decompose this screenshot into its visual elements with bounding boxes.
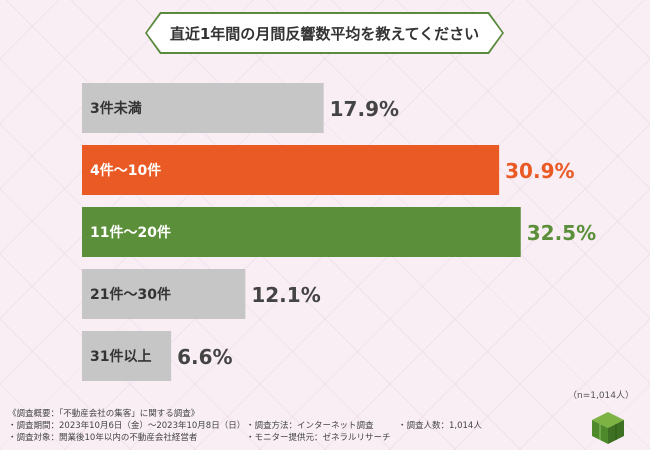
- value-label: 6.6%: [177, 345, 232, 369]
- notes-header: 《調査概要：「不動産会社の集客」に関する調査》: [8, 409, 200, 419]
- bar: [82, 269, 246, 319]
- notes-target: ・調査対象：開業後10年以内の不動産会社経営者: [8, 433, 198, 443]
- sample-size-label: （n=1,014人）: [567, 391, 634, 401]
- category-label: 21件～30件: [90, 286, 171, 303]
- category-label: 3件未満: [90, 100, 142, 117]
- bar-group: 31件以上 6.6%: [82, 331, 233, 381]
- bar-chart: 3件未満 17.9% 4件～10件 30.9% 11件～20件 32.5% 21件～30件 1…: [82, 83, 596, 381]
- notes-monitor: ・モニター提供元：ゼネラルリサーチ: [246, 433, 391, 443]
- notes-method: ・調査方法：インターネット調査: [246, 421, 374, 431]
- bar: [82, 145, 500, 195]
- bar-group: 11件～20件 32.5%: [82, 207, 596, 257]
- category-label: 31件以上: [90, 348, 151, 365]
- value-label: 32.5%: [527, 221, 596, 245]
- bar: [82, 331, 172, 381]
- category-label: 11件～20件: [90, 224, 171, 241]
- bar: [82, 207, 521, 257]
- bar-group: 4件～10件 30.9%: [82, 145, 575, 195]
- value-label: 17.9%: [330, 97, 399, 121]
- bar: [82, 83, 324, 133]
- notes-period: ・調査期間：2023年10月6日（金）～2023年10月8日（日）: [8, 421, 246, 431]
- chart-title: 直近1年間の月間反響数平均を教えてください: [147, 14, 502, 52]
- bar-group: 21件～30件 12.1%: [82, 269, 321, 319]
- value-label: 12.1%: [251, 283, 320, 307]
- category-label: 4件～10件: [90, 162, 161, 179]
- brand-logo-icon: [592, 412, 624, 444]
- survey-notes: 《調査概要：「不動産会社の集客」に関する調査》 ・調査期間：2023年10月6日…: [8, 408, 482, 444]
- notes-count: ・調査人数：1,014人: [398, 421, 482, 431]
- value-label: 30.9%: [505, 159, 574, 183]
- bar-group: 3件未満 17.9%: [82, 83, 399, 133]
